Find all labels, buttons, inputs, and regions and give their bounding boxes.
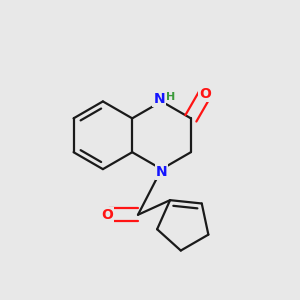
Text: N: N <box>156 165 167 179</box>
Text: H: H <box>166 92 175 102</box>
Text: N: N <box>153 92 165 106</box>
Text: O: O <box>200 87 211 101</box>
Text: O: O <box>101 208 113 222</box>
